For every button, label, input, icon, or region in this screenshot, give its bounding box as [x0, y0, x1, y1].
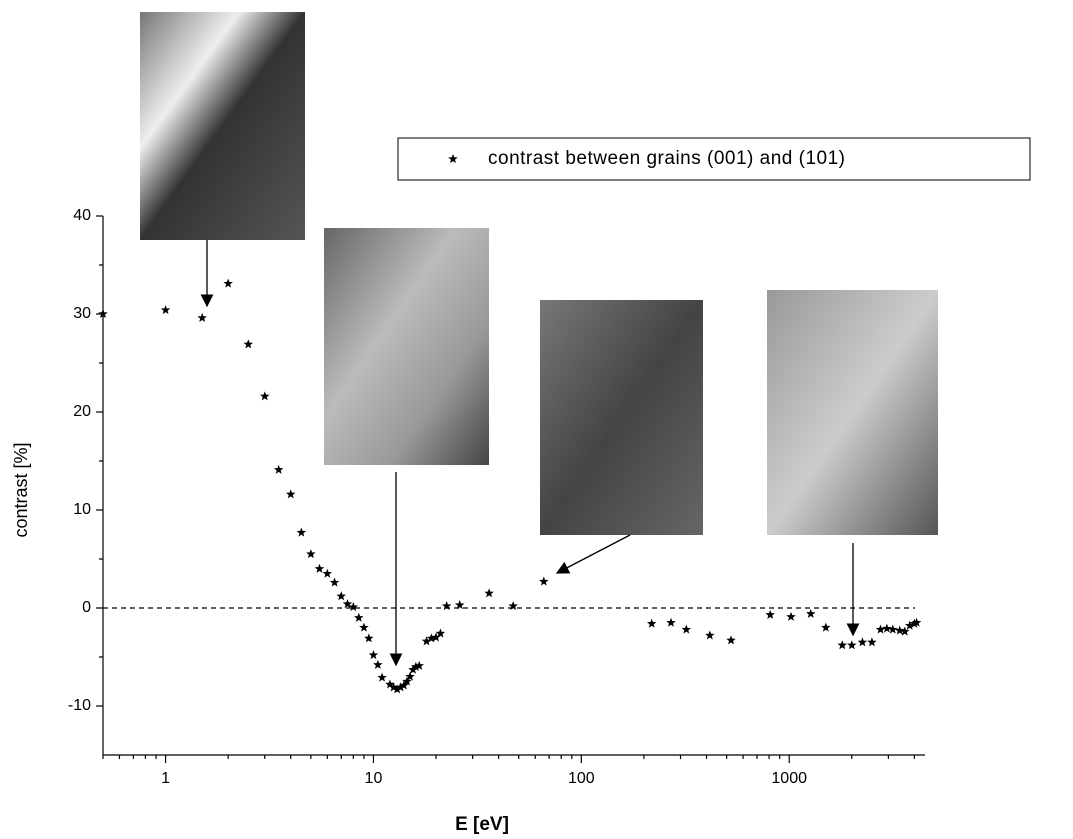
- data-point: [399, 680, 409, 690]
- data-point: [837, 640, 848, 650]
- x-axis-label: E [eV]: [455, 814, 509, 835]
- data-point: [98, 309, 108, 319]
- data-point: [539, 576, 549, 586]
- data-point: [705, 630, 715, 640]
- data-point: [395, 682, 406, 692]
- data-point: [408, 664, 418, 674]
- data-point: [392, 684, 402, 694]
- y-tick-label: 10: [73, 501, 91, 518]
- data-point: [273, 464, 284, 474]
- arrows: [200, 240, 860, 667]
- legend-label: contrast between grains (001) and (101): [488, 148, 845, 169]
- data-point: [900, 626, 910, 636]
- data-point: [405, 671, 415, 681]
- image-1: [140, 12, 305, 240]
- data-point: [454, 600, 465, 610]
- data-point: [765, 609, 775, 619]
- data-point: [322, 568, 333, 578]
- data-point: [223, 278, 233, 288]
- data-point: [348, 602, 359, 612]
- data-point: [726, 635, 736, 645]
- image-2: [324, 228, 489, 465]
- data-point: [411, 661, 421, 671]
- y-tick-label: 0: [82, 599, 91, 616]
- data-point: [421, 636, 432, 646]
- data-point: [847, 640, 857, 650]
- legend-marker: [448, 154, 458, 164]
- data-point: [894, 625, 905, 635]
- data-point: [243, 339, 254, 349]
- data-point: [867, 637, 877, 647]
- data-point: [821, 622, 831, 632]
- data-point: [666, 617, 676, 627]
- data-point: [646, 618, 657, 628]
- x-tick-label: 1000: [771, 770, 807, 787]
- x-tick-label: 1: [161, 770, 170, 787]
- data-point: [402, 676, 412, 686]
- data-point: [160, 305, 171, 315]
- data-point: [875, 624, 886, 634]
- data-point: [388, 682, 399, 692]
- data-point: [373, 659, 383, 669]
- data-point: [197, 312, 207, 322]
- data-point: [336, 591, 347, 601]
- data-point: [314, 563, 325, 573]
- data-point: [385, 679, 395, 689]
- data-point: [882, 623, 892, 633]
- legend-box: [397, 137, 1031, 181]
- data-point: [806, 608, 816, 618]
- data-point: [359, 622, 369, 632]
- data-point: [285, 489, 296, 499]
- data-point: [414, 660, 424, 670]
- data-point: [441, 601, 452, 611]
- data-point: [911, 617, 922, 627]
- x-tick-label: 10: [365, 770, 383, 787]
- data-point: [368, 650, 379, 660]
- data-point: [306, 549, 316, 559]
- arrow: [555, 534, 631, 574]
- data-point: [329, 577, 340, 587]
- data-point: [508, 601, 518, 611]
- data-point: [857, 637, 868, 647]
- data-point: [904, 620, 915, 630]
- x-tick-label: 100: [568, 770, 595, 787]
- data-point: [426, 633, 437, 643]
- data-point: [484, 588, 494, 598]
- data-point: [260, 391, 270, 401]
- data-point: [435, 628, 446, 638]
- data-point: [431, 632, 441, 642]
- image-4: [767, 290, 938, 535]
- data-point: [354, 612, 364, 622]
- data-point: [681, 624, 692, 634]
- image-3: [540, 300, 703, 535]
- y-axis-label: contrast [%]: [11, 442, 31, 537]
- data-point: [296, 527, 307, 537]
- data-point: [888, 624, 898, 634]
- data-point: [342, 599, 353, 609]
- y-tick-label: 20: [73, 403, 91, 420]
- y-tick-label: 30: [73, 305, 91, 322]
- data-point: [786, 611, 796, 621]
- sem-images: [140, 12, 938, 535]
- y-tick-label: -10: [68, 697, 91, 714]
- data-point: [364, 633, 374, 643]
- data-point: [377, 672, 387, 682]
- y-tick-label: 40: [73, 207, 91, 224]
- data-point: [909, 618, 920, 628]
